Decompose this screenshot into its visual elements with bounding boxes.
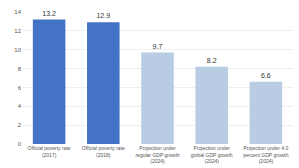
svg-text:6.6: 6.6 [261, 72, 271, 79]
svg-text:Projection under 4.0percent GD: Projection under 4.0percent GDP growth(2… [243, 145, 288, 164]
svg-text:Official poverty rate(2018): Official poverty rate(2018) [82, 145, 125, 158]
svg-text:4: 4 [18, 103, 22, 109]
svg-text:10: 10 [14, 47, 21, 53]
svg-text:Projection underglobal GDP gro: Projection underglobal GDP growth(2024) [191, 145, 233, 164]
svg-text:9.7: 9.7 [153, 43, 163, 50]
svg-text:Official poverty rate(2017): Official poverty rate(2017) [28, 145, 71, 158]
svg-text:Projection underregular GDP gr: Projection underregular GDP growth(2024) [135, 145, 179, 164]
svg-text:8: 8 [18, 66, 22, 72]
svg-text:0: 0 [18, 141, 22, 147]
svg-text:13.2: 13.2 [42, 10, 56, 17]
svg-text:6: 6 [18, 85, 22, 91]
svg-text:12.9: 12.9 [96, 12, 110, 19]
svg-text:8.2: 8.2 [207, 57, 217, 64]
svg-text:2: 2 [18, 122, 22, 128]
svg-text:12: 12 [14, 28, 21, 34]
svg-text:14: 14 [14, 9, 21, 15]
